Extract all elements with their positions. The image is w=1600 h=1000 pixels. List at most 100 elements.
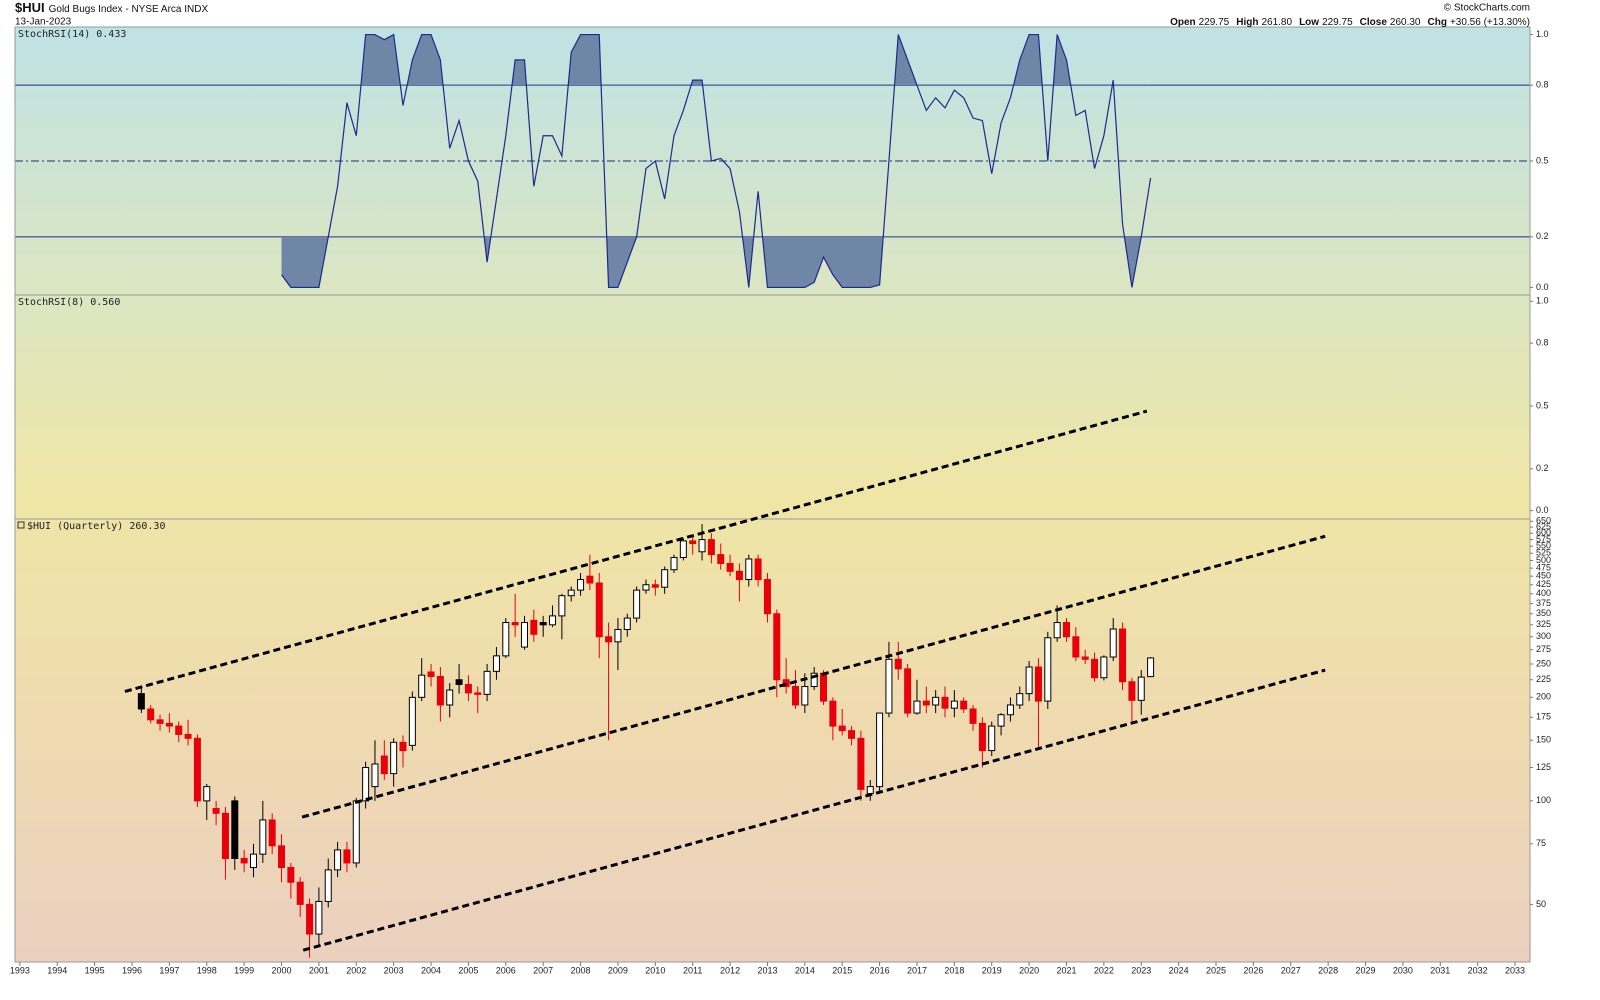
y-tick-label: 575 — [1536, 534, 1551, 544]
y-tick-label: 0.0 — [1536, 282, 1549, 292]
y-tick-label: 100 — [1536, 795, 1551, 805]
candle-body — [1025, 666, 1033, 695]
candle-body — [661, 569, 669, 588]
candle-body — [137, 693, 145, 710]
candle-body — [960, 700, 968, 710]
candle-body — [436, 675, 444, 706]
candle-body — [754, 558, 762, 581]
trendline — [301, 534, 1326, 819]
candle-body — [1062, 622, 1070, 638]
candle-body — [483, 670, 491, 695]
x-tick-label: 2008 — [571, 965, 591, 975]
x-tick-label: 2020 — [1019, 965, 1039, 975]
candle-body — [212, 808, 220, 814]
y-tick-label: 75 — [1536, 838, 1546, 848]
candle-body — [474, 692, 482, 695]
candle-body — [249, 853, 257, 869]
y-tick-label: 0.2 — [1536, 231, 1549, 241]
y-tick-label: 0.5 — [1536, 155, 1549, 165]
candle-body — [1109, 628, 1117, 658]
y-tick-label: 0.8 — [1536, 80, 1549, 90]
y-tick-label: 175 — [1536, 712, 1551, 722]
y-tick-label: 400 — [1536, 588, 1551, 598]
x-tick-label: 2011 — [683, 965, 702, 975]
candle-body — [231, 800, 239, 859]
x-tick-label: 2002 — [346, 965, 366, 975]
candle-body — [362, 767, 370, 802]
candle-body — [726, 562, 734, 572]
candle-body — [296, 881, 304, 905]
y-tick-label: 550 — [1536, 541, 1551, 551]
candle-body — [857, 737, 865, 790]
candle-body — [1006, 704, 1014, 716]
candle-body — [446, 689, 454, 706]
x-tick-label: 2023 — [1131, 965, 1151, 975]
quote-label: High — [1236, 17, 1258, 28]
candle-body — [885, 658, 893, 714]
quote-value: 229.75 — [1199, 17, 1230, 28]
candle-body — [866, 786, 874, 795]
candle-body — [427, 671, 435, 677]
source: © StockCharts.com — [1444, 3, 1530, 14]
y-tick-label: 0.5 — [1536, 400, 1549, 410]
x-tick-label: 2016 — [870, 965, 890, 975]
candle-body — [530, 619, 538, 635]
candle-body — [1034, 666, 1042, 702]
x-tick-label: 2032 — [1468, 965, 1488, 975]
x-tick-label: 2004 — [421, 965, 441, 975]
y-tick-label: 475 — [1536, 563, 1551, 573]
candle-body — [735, 570, 743, 581]
candle-body — [175, 725, 183, 735]
x-tick-label: 2028 — [1318, 965, 1338, 975]
quote-value: 261.80 — [1261, 17, 1292, 28]
candle-body — [390, 741, 398, 775]
symbol: $HUI — [15, 0, 45, 15]
candle-body — [203, 786, 211, 802]
candle-body — [932, 696, 940, 706]
x-tick-label: 1994 — [47, 965, 67, 975]
candle-body — [184, 733, 192, 739]
x-tick-label: 1996 — [122, 965, 142, 975]
trendline — [124, 409, 1148, 693]
stoch-line — [281, 33, 1152, 289]
candle-body — [876, 712, 884, 788]
candle-body — [147, 708, 155, 721]
candle-body — [399, 741, 407, 752]
y-tick-label: 150 — [1536, 735, 1551, 745]
candle-body — [306, 903, 314, 935]
x-tick-label: 2030 — [1393, 965, 1413, 975]
quote-label: Open — [1170, 17, 1196, 28]
candle-body — [838, 725, 846, 732]
index-name: Gold Bugs Index - NYSE Arca INDX — [49, 4, 209, 15]
candle-body — [287, 867, 295, 883]
candle-body — [259, 819, 267, 855]
candle-body — [221, 812, 229, 859]
y-tick-label: 1.0 — [1536, 296, 1549, 306]
candle-body — [418, 674, 426, 698]
candle-body — [1091, 658, 1099, 679]
y-tick-label: 525 — [1536, 548, 1551, 558]
x-tick-label: 2010 — [645, 965, 665, 975]
candle-body — [539, 622, 547, 626]
candle-body — [492, 655, 500, 672]
candle-body — [978, 722, 986, 752]
x-tick-label: 2031 — [1430, 965, 1450, 975]
y-tick-label: 425 — [1536, 579, 1551, 589]
candle-body — [567, 589, 575, 597]
candle-body — [278, 845, 286, 869]
candle-body — [997, 714, 1005, 727]
x-tick-label: 2009 — [608, 965, 628, 975]
candle-body — [922, 700, 930, 706]
candle-body — [408, 696, 416, 746]
y-tick-label: 225 — [1536, 674, 1551, 684]
candle-body — [679, 540, 687, 559]
x-tick-label: 2026 — [1243, 965, 1263, 975]
candle-body — [315, 900, 323, 935]
x-tick-label: 2025 — [1206, 965, 1226, 975]
candle-body — [165, 722, 173, 727]
candle-body — [595, 582, 603, 638]
y-tick-label: 625 — [1536, 522, 1551, 532]
candle-body — [763, 579, 771, 615]
candle-body — [1137, 676, 1145, 701]
y-tick-label: 650 — [1536, 516, 1551, 526]
